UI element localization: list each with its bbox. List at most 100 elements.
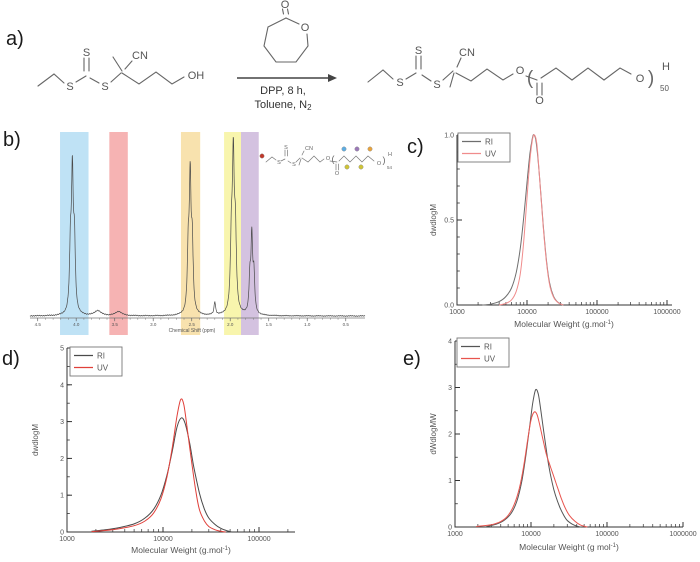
bond bbox=[124, 60, 133, 70]
atom-s-top: S bbox=[415, 45, 422, 57]
panel-c-gpc-chart: c) 0.0 0.5 1.0 1000 10000 100000 1000000 dwdlog… bbox=[400, 125, 700, 340]
atom-s-left: S bbox=[66, 81, 73, 93]
atom-s: S bbox=[277, 160, 281, 166]
x-axis-label-main: Molecular Weight (g mol bbox=[519, 542, 611, 552]
yellow-dot bbox=[344, 164, 350, 170]
x-tick-label: 100000 bbox=[247, 536, 270, 543]
bond bbox=[37, 73, 65, 87]
legend-box bbox=[457, 132, 511, 163]
caprolactone-structure: O O bbox=[263, 0, 310, 63]
nmr-inset-structure: S S S CN O ( O O ) 54 H bbox=[259, 145, 393, 177]
y-axis-label: dwdlogM bbox=[429, 204, 438, 236]
panel-d-gpc-chart: d) 0 1 2 3 4 5 1000 10000 100000 dwdlogM Molecular… bbox=[0, 340, 350, 562]
nmr-tick-label: 2.5 bbox=[189, 322, 196, 327]
y-tick-label: 2 bbox=[448, 432, 452, 439]
bond bbox=[287, 160, 292, 164]
bond bbox=[75, 75, 87, 83]
x-axis-label: Molecular Weight (g.mol-1) bbox=[131, 545, 231, 555]
x-tick-label: 1000 bbox=[449, 309, 465, 316]
end-h: H bbox=[662, 61, 670, 73]
panel-c-label: c) bbox=[407, 136, 424, 158]
atom-s-top: S bbox=[83, 47, 90, 59]
y-tick-label: 2 bbox=[60, 456, 64, 463]
panel-e-gpc-chart: e) 0 1 2 3 4 1000 10000 100000 1000000 dWdlogMW Mo… bbox=[400, 335, 700, 562]
x-axis-label: Molecular Weight (g.mol-1) bbox=[514, 319, 614, 329]
conditions-line2-main: Toluene, N bbox=[254, 99, 307, 111]
bond bbox=[367, 69, 394, 83]
nmr-spectrum-svg: b) 4.5 4.0 3.5 3.0 2.5 2.0 1.5 1.0 0.5 Chemical S… bbox=[3, 129, 393, 335]
x-axis-label-post: ) bbox=[616, 542, 619, 552]
x-tick-label: 1000 bbox=[447, 531, 463, 538]
conditions-line1: DPP, 8 h, bbox=[260, 85, 306, 97]
ring-o: O bbox=[301, 22, 310, 34]
reaction-scheme-svg: a) S S S CN OH O bbox=[6, 0, 670, 112]
double-bond bbox=[415, 55, 422, 70]
atom-o: O bbox=[326, 156, 331, 162]
x-tick-label: 1000000 bbox=[653, 309, 680, 316]
red-dot bbox=[259, 153, 265, 159]
carbonyl-o: O bbox=[535, 95, 544, 107]
arrowhead bbox=[328, 74, 337, 82]
x-axis-label-sup: -1 bbox=[223, 546, 229, 552]
gpc-chart-e-svg: e) 0 1 2 3 4 1000 10000 100000 1000000 dWdlogMW Mo… bbox=[403, 337, 697, 552]
nmr-axis-label: Chemical Shift (ppm) bbox=[169, 328, 216, 334]
chain-bonds bbox=[121, 71, 185, 85]
nmr-tick-label: 1.5 bbox=[266, 322, 273, 327]
chain-bonds bbox=[455, 68, 514, 82]
repeat-subscript: 54 bbox=[387, 165, 393, 170]
atom-s-left: S bbox=[396, 77, 403, 89]
gpc-chart-c-svg: c) 0.0 0.5 1.0 1000 10000 100000 1000000 dwdlog… bbox=[407, 132, 681, 330]
nmr-tick-label: 4.5 bbox=[35, 322, 42, 327]
panel-b-label: b) bbox=[3, 129, 21, 151]
purple-band bbox=[241, 132, 259, 335]
legend-label-UV: UV bbox=[97, 363, 109, 372]
series-RI-curve bbox=[91, 417, 232, 533]
atom-s: S bbox=[292, 162, 296, 168]
close-paren: ) bbox=[383, 155, 386, 165]
x-axis-label-main: Molecular Weight (g.mol bbox=[514, 319, 606, 329]
y-tick-label: 1 bbox=[60, 493, 64, 500]
x-tick-label: 1000000 bbox=[669, 531, 696, 538]
methyl-bond bbox=[112, 56, 123, 72]
x-tick-label: 10000 bbox=[517, 309, 537, 316]
purple-dot bbox=[354, 146, 360, 152]
bond bbox=[89, 77, 100, 84]
nmr-tick-label: 3.0 bbox=[150, 322, 157, 327]
legend-label-UV: UV bbox=[484, 354, 496, 363]
gpc-chart-d-svg: d) 0 1 2 3 4 5 1000 10000 100000 dwdlogM Molecular… bbox=[2, 346, 295, 555]
x-tick-label: 10000 bbox=[153, 536, 173, 543]
methyl-bond bbox=[449, 72, 455, 88]
y-axis-label: dWdlogMW bbox=[429, 413, 438, 455]
nmr-trace bbox=[29, 137, 366, 317]
bond bbox=[456, 57, 462, 68]
x-axis-label-main: Molecular Weight (g.mol bbox=[131, 545, 223, 555]
nmr-tick-label: 1.0 bbox=[304, 322, 311, 327]
assignment-dots bbox=[259, 146, 373, 170]
panel-a-label: a) bbox=[6, 28, 24, 50]
bond bbox=[421, 74, 432, 82]
ester-o: O bbox=[516, 65, 525, 77]
double-bond bbox=[83, 57, 90, 72]
x-axis-label-sup: -1 bbox=[606, 320, 612, 326]
legend-box bbox=[456, 337, 510, 368]
carbonyl-double-bond bbox=[536, 82, 543, 96]
nmr-plot-area: 4.5 4.0 3.5 3.0 2.5 2.0 1.5 1.0 0.5 Chemical Shif… bbox=[29, 132, 366, 335]
y-tick-label: 0.5 bbox=[444, 218, 454, 225]
orange-dot bbox=[367, 146, 373, 152]
conditions-line2-sub: 2 bbox=[307, 103, 312, 112]
legend: RI UV bbox=[69, 346, 123, 377]
x-tick-label: 100000 bbox=[585, 309, 608, 316]
axes bbox=[454, 341, 683, 528]
legend: RI UV bbox=[456, 337, 510, 368]
bond bbox=[110, 72, 122, 83]
atom-s: S bbox=[284, 145, 288, 151]
chain-bonds bbox=[301, 155, 325, 163]
end-h: H bbox=[388, 152, 392, 158]
ring-bonds bbox=[263, 17, 309, 63]
carbonyl-double-bond bbox=[281, 8, 290, 15]
open-paren: ( bbox=[527, 68, 534, 89]
reaction-arrow-group: DPP, 8 h, Toluene, N2 bbox=[237, 74, 337, 112]
atom-s-right: S bbox=[101, 81, 108, 93]
y-tick-label: 3 bbox=[60, 419, 64, 426]
legend: RI UV bbox=[457, 132, 511, 163]
